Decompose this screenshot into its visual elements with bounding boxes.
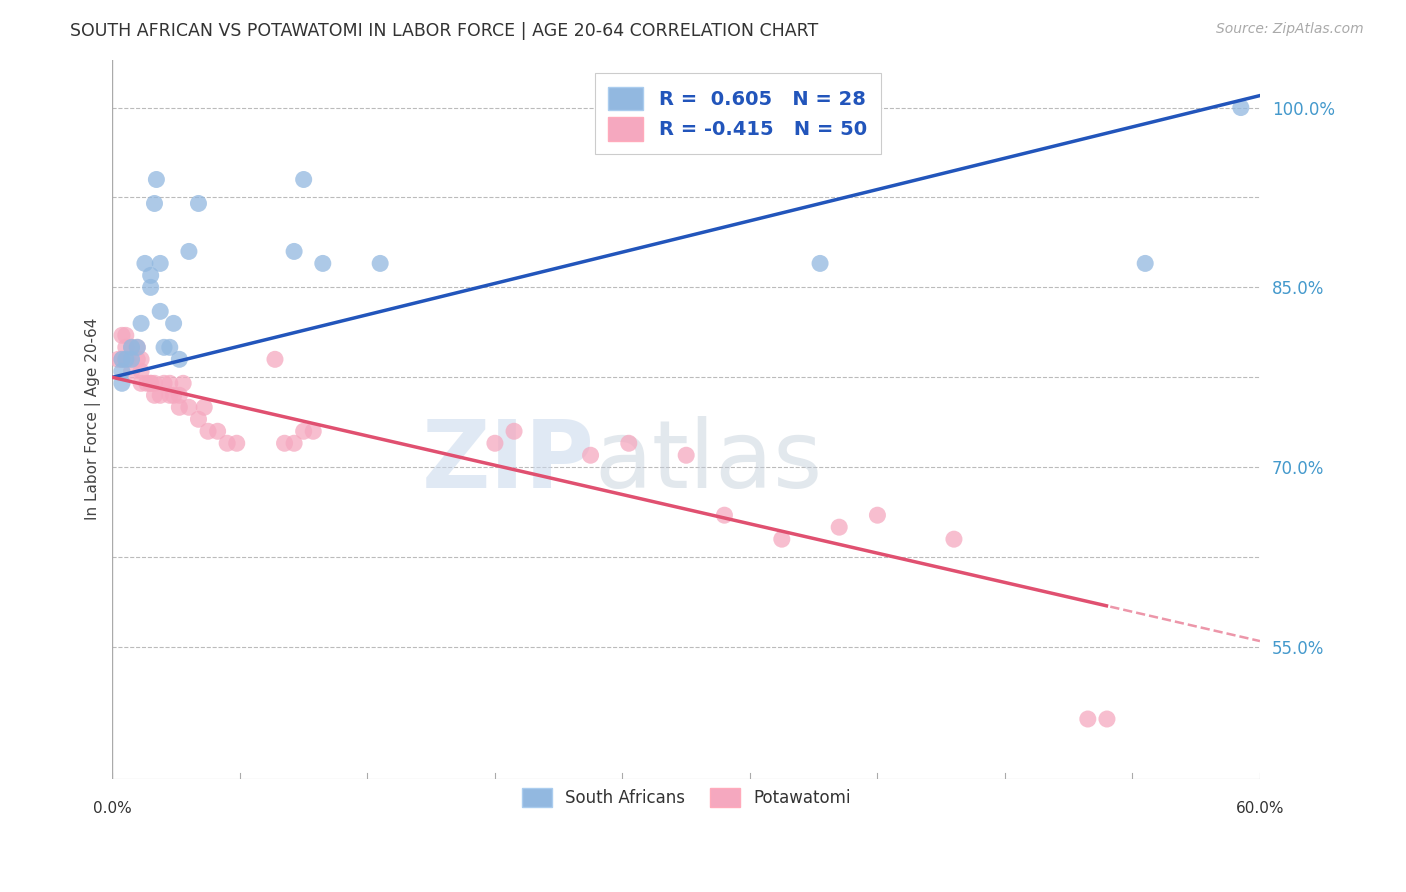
Point	[143, 196, 166, 211]
Point	[177, 401, 200, 415]
Point	[111, 352, 134, 367]
Point	[217, 436, 239, 450]
Point	[312, 256, 335, 270]
Point	[187, 412, 209, 426]
Point	[111, 352, 134, 367]
Point	[866, 508, 889, 523]
Point	[143, 376, 166, 391]
Point	[197, 424, 219, 438]
Point	[169, 401, 191, 415]
Point	[828, 520, 851, 534]
Point	[808, 256, 831, 270]
Point	[617, 436, 640, 450]
Point	[264, 352, 287, 367]
Point	[139, 376, 162, 391]
Text: SOUTH AFRICAN VS POTAWATOMI IN LABOR FORCE | AGE 20-64 CORRELATION CHART: SOUTH AFRICAN VS POTAWATOMI IN LABOR FOR…	[70, 22, 818, 40]
Point	[159, 388, 181, 402]
Y-axis label: In Labor Force | Age 20-64: In Labor Force | Age 20-64	[86, 318, 101, 520]
Point	[153, 340, 176, 354]
Point	[135, 376, 157, 391]
Point	[283, 244, 305, 259]
Point	[162, 388, 184, 402]
Point	[292, 172, 315, 186]
Point	[145, 172, 167, 186]
Point	[159, 340, 181, 354]
Point	[225, 436, 247, 450]
Point	[1077, 712, 1099, 726]
Point	[127, 340, 149, 354]
Point	[172, 376, 194, 391]
Point	[162, 317, 184, 331]
Point	[127, 340, 149, 354]
Point	[713, 508, 735, 523]
Point	[942, 532, 965, 546]
Text: Source: ZipAtlas.com: Source: ZipAtlas.com	[1216, 22, 1364, 37]
Point	[149, 304, 172, 318]
Point	[177, 244, 200, 259]
Point	[302, 424, 325, 438]
Point	[149, 256, 172, 270]
Point	[111, 364, 134, 378]
Point	[283, 436, 305, 450]
Point	[675, 448, 697, 462]
Point	[1230, 101, 1253, 115]
Point	[121, 352, 143, 367]
Point	[292, 424, 315, 438]
Point	[121, 340, 143, 354]
Point	[129, 317, 152, 331]
Point	[121, 364, 143, 378]
Text: ZIP: ZIP	[422, 417, 595, 508]
Point	[139, 268, 162, 283]
Point	[114, 328, 136, 343]
Point	[484, 436, 506, 450]
Point	[129, 352, 152, 367]
Point	[127, 352, 149, 367]
Point	[111, 328, 134, 343]
Point	[169, 352, 191, 367]
Point	[139, 376, 162, 391]
Point	[114, 340, 136, 354]
Text: atlas: atlas	[595, 417, 823, 508]
Point	[107, 352, 129, 367]
Point	[368, 256, 391, 270]
Legend: South Africans, Potawatomi: South Africans, Potawatomi	[515, 781, 858, 814]
Point	[149, 388, 172, 402]
Point	[207, 424, 229, 438]
Point	[121, 340, 143, 354]
Point	[273, 436, 295, 450]
Point	[143, 388, 166, 402]
Point	[111, 376, 134, 391]
Point	[187, 196, 209, 211]
Point	[159, 376, 181, 391]
Point	[1095, 712, 1118, 726]
Point	[129, 364, 152, 378]
Point	[579, 448, 602, 462]
Point	[169, 388, 191, 402]
Point	[134, 256, 156, 270]
Point	[114, 352, 136, 367]
Text: 0.0%: 0.0%	[93, 800, 132, 815]
Point	[503, 424, 526, 438]
Point	[117, 352, 139, 367]
Point	[1135, 256, 1157, 270]
Point	[153, 376, 176, 391]
Point	[129, 376, 152, 391]
Point	[139, 280, 162, 294]
Text: 60.0%: 60.0%	[1236, 800, 1284, 815]
Point	[193, 401, 215, 415]
Point	[770, 532, 793, 546]
